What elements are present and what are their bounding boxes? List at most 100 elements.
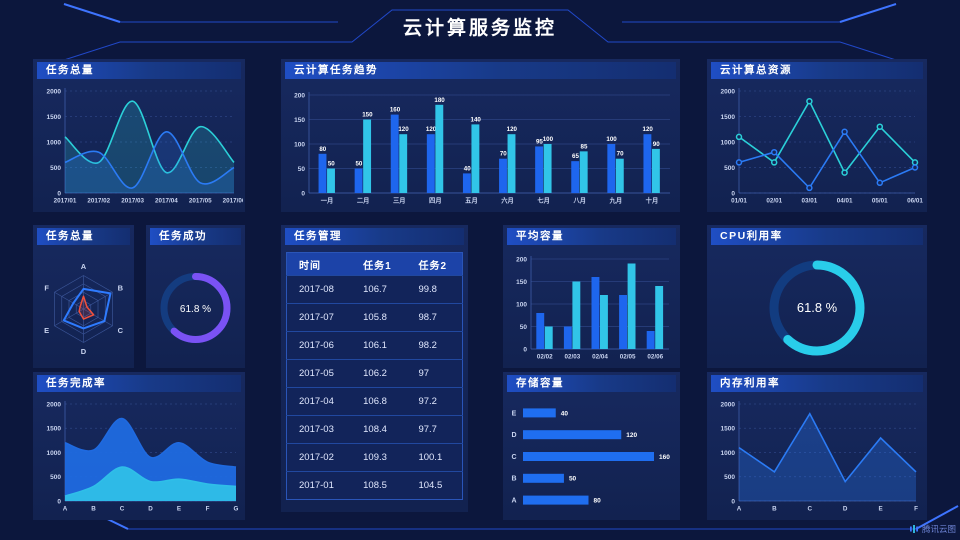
svg-text:1000: 1000: [47, 139, 62, 146]
svg-text:0: 0: [731, 498, 735, 505]
svg-text:02/05: 02/05: [620, 354, 636, 361]
svg-text:A: A: [511, 498, 516, 505]
task-success-gauge: 61.8 %: [160, 273, 231, 343]
table-cell: 106.7: [351, 275, 407, 304]
svg-text:十月: 十月: [646, 196, 659, 205]
task-table-head: 时间 任务1 任务2: [286, 252, 463, 276]
panel-task-total: 任务总量 0 500 1000 1500 2000 2017/01 2017/02 2017/…: [33, 59, 245, 212]
svg-text:2017/03: 2017/03: [121, 198, 144, 205]
svg-text:C: C: [511, 454, 516, 461]
task-table: 时间 任务1 任务2 2017-08 106.7 99.8 2017-07 105.8 98.…: [286, 252, 463, 500]
table-row: 2017-08 106.7 99.8: [286, 275, 463, 304]
table-cell: 97: [406, 359, 463, 388]
svg-text:85: 85: [581, 143, 588, 150]
svg-text:500: 500: [724, 474, 735, 481]
svg-text:80: 80: [594, 498, 602, 505]
task-trend-bar-chart: 0 50 100 150 200 一月 二月 三月 四月 五月 六月 七月 八月 九月 十月 80 50 160 1…: [294, 92, 670, 205]
svg-text:九月: 九月: [609, 196, 623, 205]
svg-text:六月: 六月: [501, 196, 514, 205]
table-cell: 2017-03: [286, 415, 352, 444]
svg-text:120: 120: [626, 432, 637, 439]
svg-text:E: E: [44, 326, 49, 335]
svg-text:80: 80: [319, 146, 326, 153]
svg-text:01/01: 01/01: [731, 198, 747, 205]
svg-text:四月: 四月: [429, 197, 442, 205]
svg-text:50: 50: [355, 161, 362, 168]
panel-task-table: 任务管理 时间 任务1 任务2 2017-08 106.7 99.8 2017-07 105…: [281, 225, 468, 512]
svg-text:04/01: 04/01: [837, 198, 853, 205]
table-cell: 97.2: [406, 387, 463, 416]
table-cell: 106.1: [351, 331, 407, 360]
svg-text:50: 50: [520, 324, 528, 331]
svg-text:B: B: [91, 506, 96, 513]
svg-text:500: 500: [724, 165, 735, 172]
svg-text:1000: 1000: [721, 450, 736, 457]
table-cell: 106.8: [351, 387, 407, 416]
svg-text:50: 50: [569, 476, 577, 483]
panel-storage: 存储容量 E 40 D 120 C 160 B 50 A 80: [503, 372, 680, 520]
table-cell: 2017-01: [286, 471, 352, 500]
svg-text:D: D: [843, 506, 848, 513]
svg-text:70: 70: [500, 151, 507, 158]
svg-text:1000: 1000: [721, 139, 736, 146]
panel-completion: 任务完成率 0 500 1000 1500 2000 A B C D E F G: [33, 372, 245, 520]
panel-completion-title: 任务完成率: [37, 375, 241, 392]
panel-cpu-title: CPU利用率: [711, 228, 923, 245]
svg-text:1500: 1500: [721, 426, 736, 433]
panel-cpu: CPU利用率 61.8 %: [707, 225, 927, 368]
svg-text:1500: 1500: [721, 114, 736, 121]
svg-text:180: 180: [434, 97, 445, 104]
table-cell: 2017-02: [286, 443, 352, 472]
table-cell: 2017-05: [286, 359, 352, 388]
table-cell: 106.2: [351, 359, 407, 388]
svg-text:2017/04: 2017/04: [155, 198, 178, 205]
tencent-cloud-logo-icon: [909, 525, 918, 533]
table-cell: 108.5: [351, 471, 407, 500]
panel-radar-title: 任务总量: [37, 228, 130, 245]
svg-text:100: 100: [543, 136, 554, 143]
panel-total-resource: 云计算总资源 0 500 1000 1500 2000 01/01 02/01 03/01 04…: [707, 59, 927, 212]
panel-task-success: 任务成功 61.8 %: [146, 225, 245, 368]
table-row: 2017-01 108.5 104.5: [286, 471, 463, 500]
svg-text:02/03: 02/03: [565, 354, 581, 361]
table-cell: 98.2: [406, 331, 463, 360]
task-total-radar-chart: A B C D E F: [44, 262, 124, 356]
task-total-line-chart: 0 500 1000 1500 2000 2017/01 2017/02 2017/03 201…: [47, 88, 243, 205]
completion-area-chart: 0 500 1000 1500 2000 A B C D E F G: [47, 401, 239, 513]
svg-text:200: 200: [294, 92, 305, 99]
svg-text:F: F: [44, 283, 49, 292]
panel-memory: 内存利用率 0 500 1000 1500 2000 A B C D E F: [707, 372, 927, 520]
svg-text:E: E: [512, 410, 517, 417]
table-cell: 2017-04: [286, 387, 352, 416]
panel-task-success-title: 任务成功: [150, 228, 241, 245]
panel-total-resource-title: 云计算总资源: [711, 62, 923, 79]
table-cell: 108.4: [351, 415, 407, 444]
svg-text:D: D: [81, 347, 87, 356]
avg-capacity-bar-chart: 0 50 100 150 200 02/02 02/03 02/04 02/05 02/06: [516, 256, 669, 361]
svg-text:A: A: [737, 506, 742, 513]
table-row: 2017-02 109.3 100.1: [286, 443, 463, 472]
svg-text:500: 500: [50, 165, 61, 172]
svg-text:40: 40: [464, 165, 471, 172]
svg-text:06/01: 06/01: [907, 198, 923, 205]
panel-storage-title: 存储容量: [507, 375, 676, 392]
svg-text:100: 100: [606, 136, 617, 143]
svg-text:二月: 二月: [357, 197, 370, 205]
svg-text:40: 40: [561, 410, 569, 417]
svg-text:0: 0: [301, 190, 305, 197]
svg-text:C: C: [120, 506, 125, 513]
svg-text:50: 50: [298, 166, 306, 173]
svg-text:0: 0: [523, 346, 527, 353]
svg-text:B: B: [118, 283, 124, 292]
panel-task-trend: 云计算任务趋势 0 50 100 150 200 一月 二月 三月 四月 五月 六月 七月 八月 九月 十月…: [281, 59, 680, 212]
svg-text:五月: 五月: [465, 197, 478, 205]
memory-line-chart: 0 500 1000 1500 2000 A B C D E F: [721, 401, 918, 513]
svg-text:C: C: [808, 506, 813, 513]
svg-text:02/04: 02/04: [592, 354, 608, 361]
svg-text:0: 0: [731, 190, 735, 197]
svg-text:65: 65: [572, 153, 579, 160]
table-header-cell: 任务1: [351, 252, 407, 276]
svg-text:120: 120: [398, 126, 409, 133]
svg-text:2017/02: 2017/02: [87, 198, 110, 205]
table-cell: 100.1: [406, 443, 463, 472]
